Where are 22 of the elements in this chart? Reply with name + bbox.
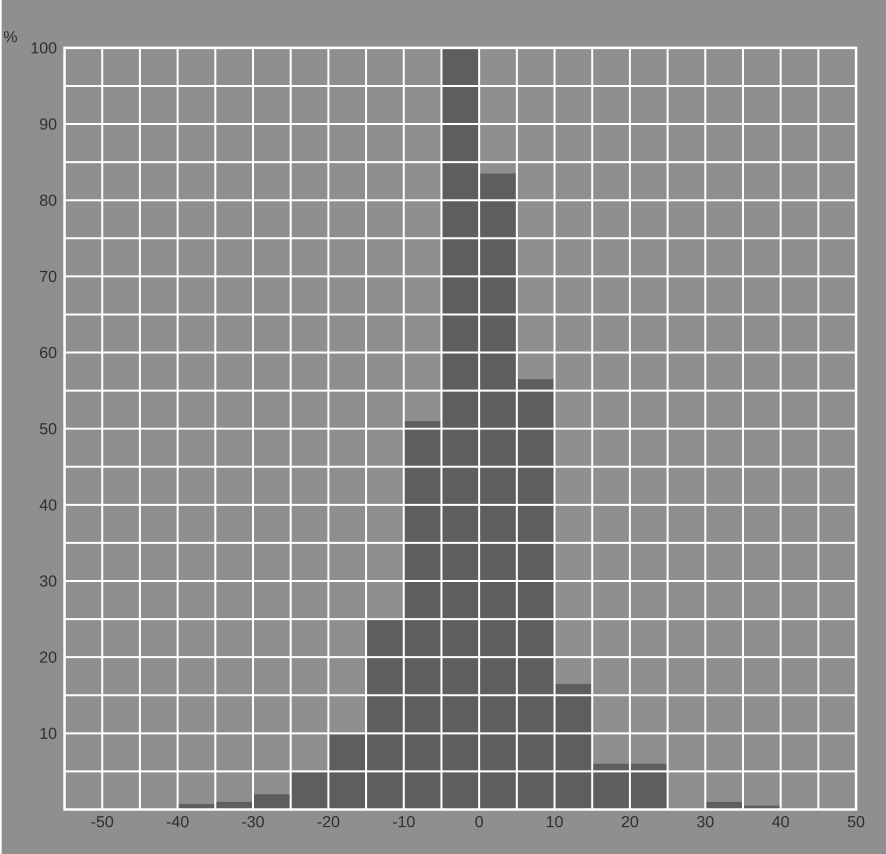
x-tick-label: 20 <box>622 816 638 828</box>
y-tick-label: 40 <box>40 499 56 510</box>
x-tick-label: -20 <box>318 816 340 828</box>
x-tick-label: -50 <box>91 816 114 828</box>
y-tick-label: 80 <box>40 194 56 206</box>
x-tick-label: 40 <box>772 816 789 828</box>
x-tick-label: -40 <box>166 816 189 828</box>
x-tick-label: -10 <box>392 816 415 828</box>
y-tick-label: 30 <box>40 575 56 586</box>
x-tick-label: 0 <box>475 816 483 828</box>
x-tick-label: 10 <box>546 816 563 828</box>
y-tick-label: 70 <box>40 270 56 282</box>
y-tick-label: 50 <box>40 422 56 434</box>
y-tick-label: 100 <box>32 42 56 54</box>
x-tick-label: -30 <box>242 816 264 828</box>
y-axis-title: % <box>4 31 17 42</box>
y-tick-label: 10 <box>40 727 56 739</box>
y-tick-label: 90 <box>40 118 56 130</box>
x-tick-label: 50 <box>848 816 864 828</box>
y-tick-label: 60 <box>40 346 56 358</box>
y-tick-label: 20 <box>40 651 56 663</box>
x-tick-label: 30 <box>697 816 714 828</box>
